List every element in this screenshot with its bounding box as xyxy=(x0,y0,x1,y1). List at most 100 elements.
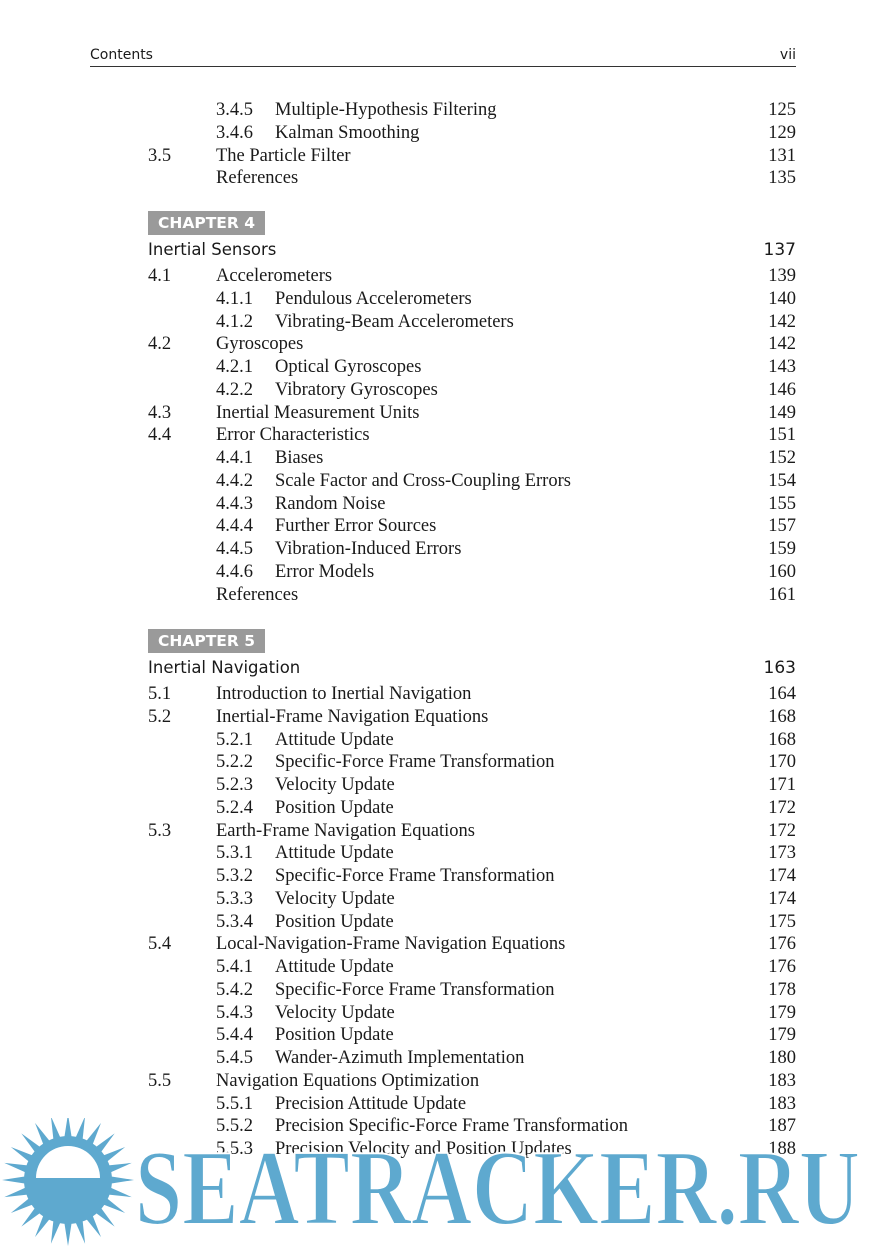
entry-title: References xyxy=(216,168,299,189)
toc-entry[interactable]: 5.5 Navigation Equations Optimization 183 xyxy=(148,1070,796,1093)
entry-title: Position Update xyxy=(275,797,394,818)
toc-entry[interactable]: 5.2 Inertial-Frame Navigation Equations 16… xyxy=(148,706,796,729)
entry-number: 5.5.3 xyxy=(216,1139,253,1159)
entry-title: Attitude Update xyxy=(275,729,394,750)
entry-number: 4.2.1 xyxy=(216,357,253,377)
entry-title: Error Characteristics xyxy=(216,425,370,446)
entry-number: 3.4.6 xyxy=(216,122,253,143)
toc-entry[interactable]: 5.3.2 Specific-Force Frame Transformation… xyxy=(148,865,796,888)
toc-entry[interactable]: 4.4 Error Characteristics 151 xyxy=(148,424,796,447)
entry-page: 168 xyxy=(768,706,796,727)
entry-number: 5.5.1 xyxy=(216,1093,253,1114)
toc-entry[interactable]: 4.1 Accelerometers 139 xyxy=(148,265,796,288)
toc-entry[interactable]: 5.2.2 Specific-Force Frame Transformation… xyxy=(148,751,796,774)
toc-entry[interactable]: 4.1.1 Pendulous Accelerometers 140 xyxy=(148,288,796,311)
entry-number: 4.4.1 xyxy=(216,448,253,468)
toc-entry[interactable]: 5.3 Earth-Frame Navigation Equations 172 xyxy=(148,820,796,843)
toc-entry[interactable]: 5.4.5 Wander-Azimuth Implementation 180 xyxy=(148,1047,796,1070)
entry-page: 179 xyxy=(768,1025,796,1046)
entry-number: 4.4.3 xyxy=(216,493,253,514)
entry-title: Error Models xyxy=(275,561,375,582)
entry-number: 4.3 xyxy=(148,402,172,423)
toc-entry[interactable]: 3.4.5 Multiple-Hypothesis Filtering 125 xyxy=(148,99,796,122)
sun-icon xyxy=(2,1118,134,1246)
sun-ray xyxy=(64,1221,72,1246)
toc-entry[interactable]: 3.5 The Particle Filter 131 xyxy=(148,145,796,168)
entry-page: 151 xyxy=(768,425,796,446)
entry-page: 176 xyxy=(768,957,796,977)
toc-entry[interactable]: 4.4.6 Error Models 160 xyxy=(148,561,796,584)
running-header-section: Contents xyxy=(90,47,153,63)
toc-entry[interactable]: 4.2.2 Vibratory Gyroscopes 146 xyxy=(148,379,796,402)
toc-entry[interactable]: 4.4.3 Random Noise 155 xyxy=(148,493,796,516)
page-number: vii xyxy=(779,47,796,63)
toc-entry[interactable]: References 135 xyxy=(148,167,796,190)
entry-number: 4.4.5 xyxy=(216,539,253,559)
toc-entry[interactable]: 5.3.4 Position Update 175 xyxy=(148,911,796,934)
entry-number: 5.5 xyxy=(148,1070,172,1091)
chapter-title[interactable]: Inertial Sensors 137 xyxy=(148,235,796,265)
toc-entry[interactable]: 5.2.4 Position Update 172 xyxy=(148,797,796,820)
sun-ray xyxy=(107,1187,132,1198)
entry-title: Precision Velocity and Position Updates xyxy=(275,1139,572,1159)
sun-ray xyxy=(94,1206,115,1227)
toc-entry[interactable]: 4.3 Inertial Measurement Units 149 xyxy=(148,402,796,425)
toc-entry[interactable]: 5.3.3 Velocity Update 174 xyxy=(148,888,796,911)
entry-page: 174 xyxy=(768,888,796,909)
entry-page: 183 xyxy=(768,1070,796,1091)
toc-entry[interactable]: 4.2.1 Optical Gyroscopes 143 xyxy=(148,356,796,379)
entry-title: Local-Navigation-Frame Navigation Equati… xyxy=(216,934,566,955)
entry-title: Attitude Update xyxy=(275,957,394,977)
toc-entry[interactable]: 5.2.3 Velocity Update 171 xyxy=(148,774,796,797)
toc-chapter-4: CHAPTER 4 Inertial Sensors 137 4.1 Accelerom… xyxy=(148,211,796,606)
toc-entry[interactable]: 5.4.2 Specific-Force Frame Transformation… xyxy=(148,979,796,1002)
toc-entry[interactable]: 5.4.3 Velocity Update 179 xyxy=(148,1002,796,1025)
sun-ray xyxy=(102,1147,126,1163)
entry-number: 4.4 xyxy=(148,425,172,446)
toc-entry[interactable]: 4.4.5 Vibration-Induced Errors 159 xyxy=(148,538,796,561)
entry-page: 180 xyxy=(768,1048,796,1068)
entry-number: 4.1 xyxy=(148,266,172,286)
toc-entry[interactable]: 5.3.1 Attitude Update 173 xyxy=(148,842,796,865)
entry-number: 5.4.1 xyxy=(216,957,253,977)
entry-page: 170 xyxy=(768,752,796,773)
entry-page: 175 xyxy=(768,911,796,932)
chapter-title[interactable]: Inertial Navigation 163 xyxy=(148,653,796,683)
toc-entry[interactable]: 5.5.3 Precision Velocity and Position Upd… xyxy=(148,1138,796,1161)
entry-number: 4.4.4 xyxy=(216,516,253,537)
toc-entry[interactable]: 5.4.4 Position Update 179 xyxy=(148,1024,796,1047)
sun-ray xyxy=(75,1118,85,1141)
toc-entry[interactable]: 5.2.1 Attitude Update 168 xyxy=(148,729,796,752)
toc-entry[interactable]: 5.4.1 Attitude Update 176 xyxy=(148,956,796,979)
toc-entry[interactable]: 4.4.2 Scale Factor and Cross-Coupling Err… xyxy=(148,470,796,493)
toc-entry[interactable]: 3.4.6 Kalman Smoothing 129 xyxy=(148,122,796,145)
entry-number: 4.1.2 xyxy=(216,311,253,332)
toc-entry[interactable]: 4.4.4 Further Error Sources 157 xyxy=(148,515,796,538)
entry-page: 146 xyxy=(768,379,796,400)
toc-entry[interactable]: 4.1.2 Vibrating-Beam Accelerometers 142 xyxy=(148,311,796,334)
entry-title: Specific-Force Frame Transformation xyxy=(275,752,555,773)
toc-entry[interactable]: References 161 xyxy=(148,584,796,607)
entry-title: Gyroscopes xyxy=(216,334,304,355)
sun-ray xyxy=(64,1118,72,1139)
entry-number: 5.1 xyxy=(148,684,172,704)
toc-entry[interactable]: 5.5.2 Precision Specific-Force Frame Tran… xyxy=(148,1115,796,1138)
entry-page: 160 xyxy=(768,561,796,582)
entry-title: Random Noise xyxy=(275,493,386,514)
toc-entry[interactable]: 4.2 Gyroscopes 142 xyxy=(148,333,796,356)
entry-number: 5.2 xyxy=(148,706,172,727)
chapter-label: CHAPTER 5 xyxy=(148,629,265,653)
toc-entry[interactable]: 5.4 Local-Navigation-Frame Navigation Equ… xyxy=(148,933,796,956)
toc-entry[interactable]: 4.4.1 Biases 152 xyxy=(148,447,796,470)
entry-page: 161 xyxy=(768,584,796,605)
entry-title: Pendulous Accelerometers xyxy=(275,288,472,309)
sun-ray xyxy=(2,1176,27,1184)
toc-entry[interactable]: 5.5.1 Precision Attitude Update 183 xyxy=(148,1093,796,1116)
entry-page: 157 xyxy=(768,516,796,537)
sun-ray xyxy=(21,1206,42,1227)
toc-entry[interactable]: 5.1 Introduction to Inertial Navigation 16… xyxy=(148,683,796,706)
entry-title: Optical Gyroscopes xyxy=(275,357,422,377)
entry-title: Multiple-Hypothesis Filtering xyxy=(275,100,497,120)
entry-number: 5.4.3 xyxy=(216,1002,253,1023)
entry-number: 4.4.6 xyxy=(216,561,253,582)
